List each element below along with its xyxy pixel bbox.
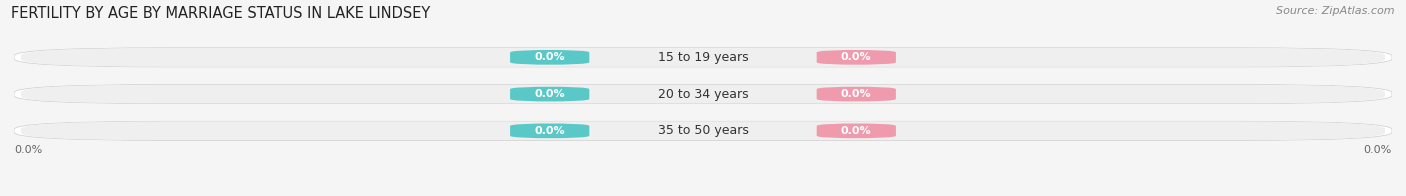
FancyBboxPatch shape — [14, 48, 1392, 67]
Text: 0.0%: 0.0% — [841, 52, 872, 62]
Text: Source: ZipAtlas.com: Source: ZipAtlas.com — [1277, 6, 1395, 16]
FancyBboxPatch shape — [817, 87, 896, 102]
FancyBboxPatch shape — [14, 121, 1392, 140]
FancyBboxPatch shape — [817, 123, 896, 138]
FancyBboxPatch shape — [21, 122, 1385, 140]
Text: 0.0%: 0.0% — [841, 89, 872, 99]
Text: 0.0%: 0.0% — [534, 89, 565, 99]
Text: 15 to 19 years: 15 to 19 years — [658, 51, 748, 64]
Text: 0.0%: 0.0% — [14, 145, 42, 155]
Legend: Married, Unmarried: Married, Unmarried — [628, 193, 778, 196]
FancyBboxPatch shape — [510, 123, 589, 138]
FancyBboxPatch shape — [21, 48, 1385, 66]
FancyBboxPatch shape — [14, 84, 1392, 104]
Text: 0.0%: 0.0% — [841, 126, 872, 136]
FancyBboxPatch shape — [817, 50, 896, 65]
FancyBboxPatch shape — [21, 85, 1385, 103]
Text: 20 to 34 years: 20 to 34 years — [658, 88, 748, 101]
Text: 0.0%: 0.0% — [534, 52, 565, 62]
Text: 35 to 50 years: 35 to 50 years — [658, 124, 748, 137]
Text: 0.0%: 0.0% — [534, 126, 565, 136]
Text: 0.0%: 0.0% — [1364, 145, 1392, 155]
FancyBboxPatch shape — [510, 87, 589, 102]
Text: FERTILITY BY AGE BY MARRIAGE STATUS IN LAKE LINDSEY: FERTILITY BY AGE BY MARRIAGE STATUS IN L… — [11, 6, 430, 21]
FancyBboxPatch shape — [510, 50, 589, 65]
